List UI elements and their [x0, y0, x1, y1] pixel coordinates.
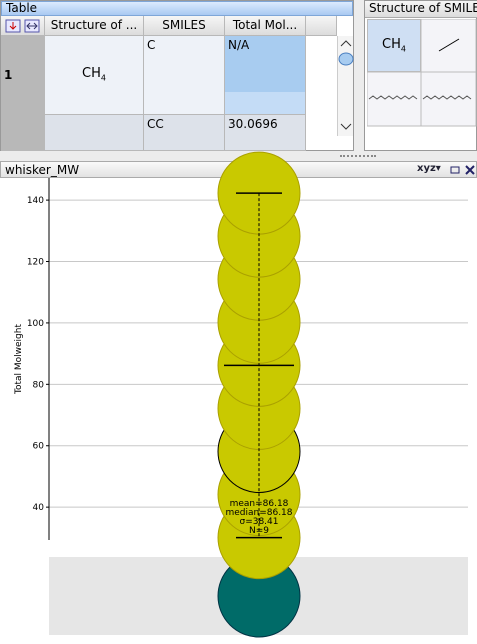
column-header[interactable]: SMILES: [144, 16, 225, 36]
stats-label: median=86.18: [225, 508, 292, 518]
window-buttons[interactable]: [449, 164, 477, 176]
structure-panel: Structure of SMILE CH4: [364, 0, 477, 151]
formula-subscript: 4: [100, 73, 106, 83]
stats-label: mean=86.18: [230, 499, 289, 509]
formula: CH: [382, 37, 401, 52]
panel-title: Table: [1, 1, 353, 16]
structure-drawing: [367, 72, 421, 127]
y-tick-label: 100: [27, 319, 44, 329]
structure-cell[interactable]: [45, 115, 144, 151]
y-tick-label: 60: [33, 442, 45, 452]
menu-button[interactable]: xyz▾: [417, 163, 441, 174]
column-header[interactable]: Total Mol...: [225, 16, 306, 36]
smiles-cell[interactable]: CC: [144, 115, 225, 151]
splitter[interactable]: [340, 155, 376, 158]
table-panel: Table Structure of ... SMILES Total Mol.…: [0, 0, 354, 151]
column-header: [306, 16, 337, 36]
smiles-cell[interactable]: C: [144, 36, 225, 115]
stats-label: N=9: [249, 526, 269, 536]
panel-title: whisker_MW: [5, 163, 80, 177]
structure-cell[interactable]: CH4: [367, 19, 421, 72]
stats-label: σ=38.41: [239, 517, 278, 527]
structure-drawings: [421, 19, 477, 127]
y-tick-label: 40: [33, 503, 45, 513]
y-tick-label: 120: [27, 258, 44, 268]
y-axis-title: Total Molweight: [14, 324, 24, 395]
column-header[interactable]: Structure of ...: [45, 16, 144, 36]
panel-title: Structure of SMILE: [365, 1, 477, 18]
mw-cell[interactable]: N/A: [225, 36, 306, 115]
scrollbar[interactable]: [337, 36, 354, 136]
scrollbar-icons: [338, 40, 354, 130]
header-icons[interactable]: [1, 16, 45, 36]
y-tick-label: 140: [27, 196, 44, 206]
mw-cell[interactable]: 30.0696: [225, 115, 306, 151]
icons: [5, 19, 40, 33]
formula-subscript: 4: [400, 44, 406, 54]
structure-cell[interactable]: CH4: [45, 36, 144, 115]
row-header[interactable]: [1, 115, 45, 151]
row-header[interactable]: 1: [1, 36, 45, 115]
menu-label: xyz: [417, 163, 436, 174]
y-tick-label: 80: [33, 380, 45, 390]
formula: CH: [82, 66, 101, 81]
